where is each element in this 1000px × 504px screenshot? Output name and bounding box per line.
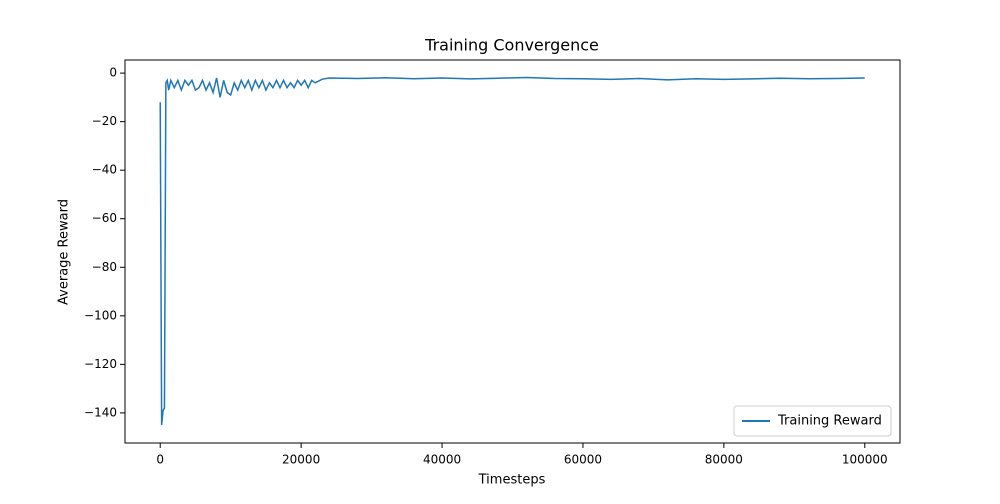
- y-tick-label: −40: [92, 163, 117, 177]
- y-tick-label: −80: [92, 260, 117, 274]
- y-tick-label: −140: [84, 405, 117, 419]
- plot-frame: [124, 59, 901, 444]
- x-tick-label: 100000: [842, 453, 888, 467]
- y-tick-label: −20: [92, 114, 117, 128]
- y-tick-label: −100: [84, 308, 117, 322]
- x-tick-label: 40000: [423, 453, 461, 467]
- x-tick-label: 20000: [282, 453, 320, 467]
- y-axis-label: Average Reward: [57, 199, 72, 305]
- x-axis-label: Timesteps: [478, 473, 546, 488]
- y-tick-label: 0: [109, 66, 117, 80]
- chart-title: Training Convergence: [424, 36, 599, 55]
- y-tick-label: −120: [84, 357, 117, 371]
- x-tick-label: 0: [156, 453, 164, 467]
- x-tick-label: 80000: [705, 453, 743, 467]
- legend-box: [733, 405, 892, 437]
- y-tick-label: −60: [92, 211, 117, 225]
- data-line: [159, 76, 865, 426]
- x-tick-label: 60000: [564, 453, 602, 467]
- legend-label: Training Reward: [777, 414, 882, 429]
